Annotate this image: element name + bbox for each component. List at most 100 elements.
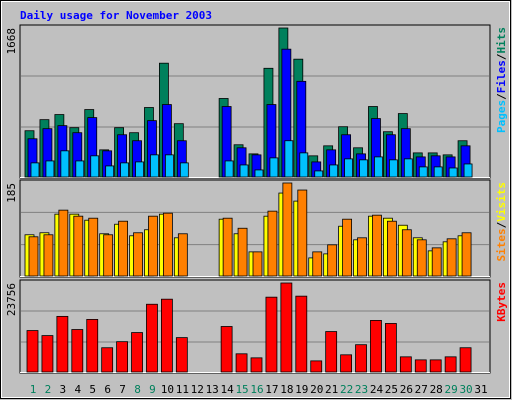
x-tick-label: 10: [161, 383, 174, 396]
bar: [250, 357, 263, 373]
x-tick-label: 30: [459, 383, 472, 396]
y-tick-label: 1668: [5, 28, 18, 55]
x-tick-label: 28: [430, 383, 443, 396]
x-tick-label: 26: [400, 383, 413, 396]
bar: [359, 159, 368, 178]
bar: [254, 169, 264, 178]
x-tick-label: 15: [235, 383, 248, 396]
x-tick-label: 11: [176, 383, 189, 396]
bar: [295, 295, 308, 373]
bar: [162, 212, 173, 277]
bar: [175, 337, 188, 373]
bar: [269, 157, 279, 178]
legend-entry: Pages: [495, 100, 508, 133]
chart-title: Daily usage for November 2003: [20, 9, 212, 22]
x-tick-label: 20: [310, 383, 323, 396]
bar: [312, 251, 323, 277]
bar: [237, 227, 248, 277]
x-tick-label: 23: [355, 383, 368, 396]
x-tick-label: 13: [206, 383, 219, 396]
bar: [105, 165, 115, 178]
x-tick-label: 25: [385, 383, 398, 396]
x-tick-label: 5: [89, 383, 96, 396]
bar: [414, 359, 427, 373]
bar: [116, 341, 128, 373]
legend: Pages/Files/Hits: [495, 27, 508, 133]
bar: [374, 156, 383, 178]
bar: [60, 150, 70, 178]
legend-entry: Sites: [495, 228, 508, 261]
legend-separator: /: [495, 221, 508, 228]
bar: [280, 282, 293, 373]
legend-separator: /: [495, 93, 508, 100]
x-tick-label: 18: [280, 383, 293, 396]
bar: [372, 214, 382, 277]
x-tick-label: 29: [445, 383, 458, 396]
bar: [431, 247, 442, 277]
bar: [224, 160, 234, 178]
y-tick-label: 185: [5, 183, 18, 203]
bar: [222, 217, 233, 277]
bar: [120, 162, 129, 178]
x-tick-label: 21: [325, 383, 338, 396]
bar: [448, 167, 458, 178]
x-tick-label: 4: [74, 383, 81, 396]
bar: [220, 326, 233, 373]
x-tick-label: 16: [250, 383, 263, 396]
bar: [56, 315, 69, 373]
bar: [88, 217, 99, 277]
legend: Sites/Visits: [495, 182, 508, 262]
bar: [90, 155, 100, 178]
bar: [239, 164, 249, 178]
bar: [45, 160, 55, 178]
bar: [401, 229, 412, 277]
x-tick-label: 3: [60, 383, 67, 396]
bar: [370, 320, 382, 373]
bar: [150, 154, 159, 178]
bar: [429, 359, 442, 373]
bar: [299, 152, 309, 178]
panel: [19, 24, 491, 179]
bar: [75, 160, 85, 178]
bar: [433, 166, 443, 178]
bar: [297, 189, 308, 277]
bar: [103, 234, 114, 277]
bar: [284, 140, 294, 178]
bar: [86, 319, 99, 373]
bar: [252, 251, 263, 277]
x-tick-label: 14: [221, 383, 235, 396]
y-tick-label: 23756: [5, 283, 18, 316]
bar: [418, 166, 428, 178]
x-tick-label: 24: [370, 383, 384, 396]
bar: [131, 332, 143, 373]
bar: [403, 158, 413, 178]
bar: [118, 220, 128, 277]
x-tick-label: 1: [30, 383, 37, 396]
bar: [179, 162, 189, 178]
legend-entry: Visits: [495, 182, 508, 222]
legend-entry: Files: [495, 60, 508, 93]
x-tick-label: 27: [415, 383, 428, 396]
x-tick-label: 19: [295, 383, 308, 396]
bar: [461, 232, 472, 277]
bar: [235, 353, 248, 373]
bar: [344, 158, 354, 178]
bar: [314, 170, 324, 178]
bar: [386, 220, 397, 277]
bar: [329, 164, 339, 178]
bar: [28, 236, 39, 277]
bar: [446, 238, 457, 277]
bar: [267, 210, 278, 277]
legend-separator: /: [495, 53, 508, 60]
x-tick-label: 6: [104, 383, 111, 396]
bar: [160, 298, 173, 373]
x-tick-label: 2: [45, 383, 52, 396]
bar: [71, 329, 84, 373]
bar: [310, 360, 323, 373]
x-tick-label: 9: [149, 383, 156, 396]
bar: [342, 218, 353, 277]
bar: [444, 356, 457, 373]
x-tick-label: 22: [340, 383, 353, 396]
